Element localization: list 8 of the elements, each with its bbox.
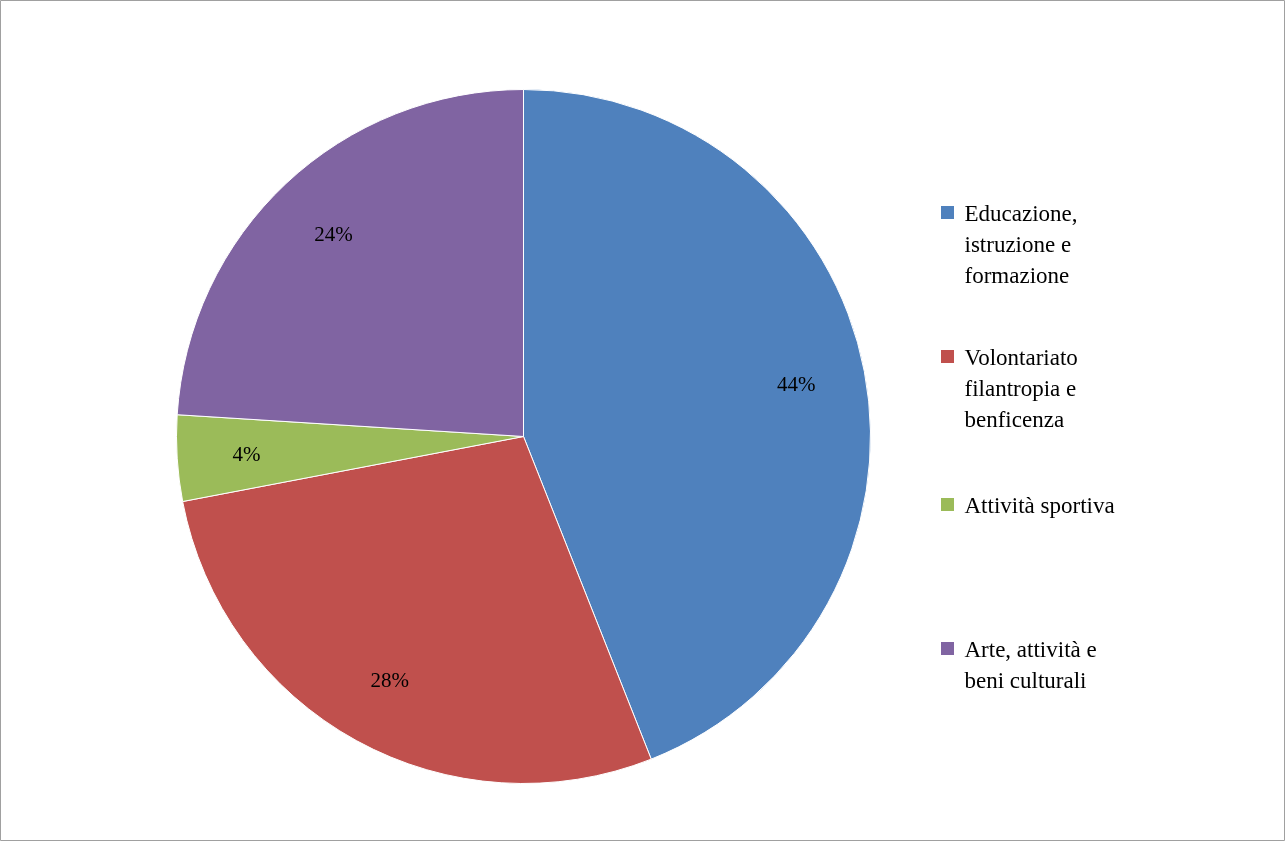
legend-label: Educazione, istruzione e formazione bbox=[964, 200, 1078, 288]
data-label: 4% bbox=[232, 441, 261, 466]
legend-label: Attività sportiva bbox=[964, 492, 1115, 518]
data-label: 24% bbox=[314, 222, 353, 247]
data-label: 28% bbox=[370, 667, 410, 692]
legend-label: Volontariato filantropia e benficenza bbox=[964, 344, 1078, 432]
data-label: 44% bbox=[776, 372, 816, 397]
legend-label: Arte, attività e beni culturali bbox=[964, 636, 1097, 693]
